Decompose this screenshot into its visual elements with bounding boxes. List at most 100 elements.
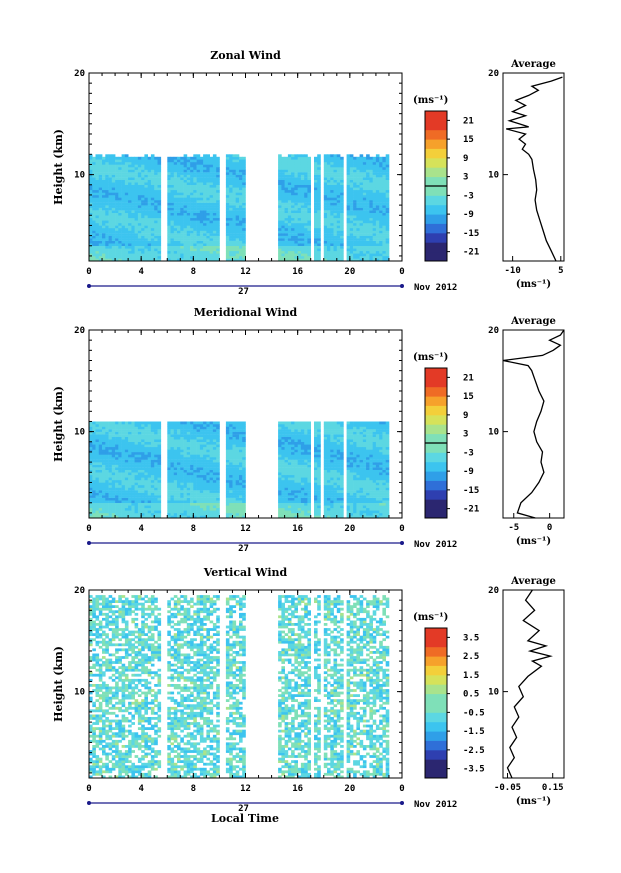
heatmap-cell (304, 233, 308, 236)
heatmap-cell (356, 167, 360, 170)
heatmap-cell (353, 200, 357, 203)
heatmap-cell (225, 492, 230, 496)
heatmap-cell (170, 189, 175, 193)
heatmap-cell (167, 187, 171, 191)
heatmap-cell (150, 161, 155, 165)
heatmap-cell (294, 194, 298, 198)
heatmap-cell (278, 228, 282, 231)
heatmap-cell (300, 243, 305, 246)
heatmap-cell (333, 172, 338, 175)
heatmap-cell (294, 248, 298, 252)
heatmap-cell (134, 200, 139, 203)
heatmap-cell (134, 250, 139, 254)
heatmap-cell (372, 182, 377, 185)
heatmap-cell (190, 250, 194, 254)
heatmap-cell (193, 457, 197, 460)
heatmap-cell (375, 230, 380, 234)
heatmap-cell (216, 454, 220, 458)
heatmap-cell (98, 477, 103, 481)
heatmap-cell (183, 255, 188, 259)
heatmap-cell (203, 161, 207, 165)
heatmap-cell (323, 217, 328, 221)
heatmap-cell (150, 192, 155, 196)
heatmap-cell (353, 197, 357, 201)
heatmap-cell (203, 177, 207, 180)
heatmap-cell (150, 217, 155, 221)
heatmap-cell (144, 250, 148, 254)
heatmap-cell (102, 212, 106, 216)
heatmap-cell (382, 207, 386, 211)
heatmap-cell (186, 169, 191, 173)
heatmap-cell (131, 495, 135, 498)
heatmap-cell (232, 449, 237, 453)
heatmap-cell (235, 479, 240, 483)
heatmap-cell (186, 444, 191, 448)
heatmap-cell (115, 207, 119, 211)
heatmap-cell (336, 235, 341, 239)
heatmap-cell (203, 215, 207, 219)
heatmap-cell (284, 200, 289, 203)
heatmap-cell (314, 228, 318, 231)
heatmap-cell (183, 194, 188, 198)
heatmap-cell (186, 492, 191, 496)
heatmap-cell (327, 233, 331, 236)
heatmap-cell (111, 507, 116, 511)
heatmap-cell (340, 202, 344, 206)
heatmap-cell (333, 220, 338, 224)
heatmap-cell (150, 172, 155, 175)
heatmap-cell (359, 172, 364, 175)
heatmap-cell (190, 202, 194, 206)
heatmap-cell (102, 426, 106, 430)
heatmap-cell (144, 235, 148, 239)
heatmap-cell (304, 217, 308, 221)
heatmap-cell (147, 439, 152, 442)
heatmap-cell (340, 200, 344, 203)
heatmap-cell (141, 459, 145, 463)
heatmap-cell (366, 174, 370, 178)
heatmap-cell (128, 230, 132, 234)
heatmap-cell (206, 182, 210, 185)
heatmap-cell (190, 500, 194, 503)
heatmap-cell (239, 502, 243, 506)
heatmap-cell (336, 212, 341, 216)
heatmap-cell (131, 161, 135, 165)
heatmap-cell (111, 462, 116, 465)
heatmap-cell (137, 159, 142, 163)
heatmap-cell (167, 233, 171, 236)
heatmap-cell (167, 215, 171, 219)
heatmap-cell (336, 217, 341, 221)
heatmap-cell (242, 189, 246, 193)
colorbar-swatch (425, 251, 447, 262)
heatmap-cell (203, 500, 207, 503)
heatmap-cell (108, 220, 113, 224)
heatmap-cell (385, 253, 390, 257)
heatmap-cell (287, 220, 292, 224)
heatmap-cell (89, 154, 93, 158)
heatmap-cell (209, 253, 214, 257)
heatmap-cell (98, 479, 103, 483)
heatmap-cell (232, 248, 237, 252)
heatmap-cell (121, 220, 126, 224)
heatmap-cell (333, 230, 338, 234)
heatmap-cell (209, 515, 214, 519)
heatmap-cell (124, 182, 129, 185)
heatmap-cell (242, 431, 246, 435)
heatmap-cell (154, 156, 158, 160)
heatmap-cell (304, 205, 308, 208)
heatmap-cell (225, 205, 230, 208)
heatmap-cell (150, 200, 155, 203)
heatmap-cell (372, 253, 377, 257)
heatmap-cell (124, 200, 129, 203)
heatmap-cell (382, 164, 386, 168)
heatmap-cell (317, 200, 321, 203)
heatmap-cell (196, 250, 201, 254)
heatmap-cell (186, 248, 191, 252)
heatmap-cell (150, 477, 155, 481)
heatmap-cell (356, 156, 360, 160)
heatmap-cell (372, 174, 377, 178)
heatmap-cell (235, 172, 240, 175)
heatmap-cell (124, 507, 129, 511)
heatmap-cell (177, 500, 181, 503)
heatmap-cell (102, 500, 106, 503)
